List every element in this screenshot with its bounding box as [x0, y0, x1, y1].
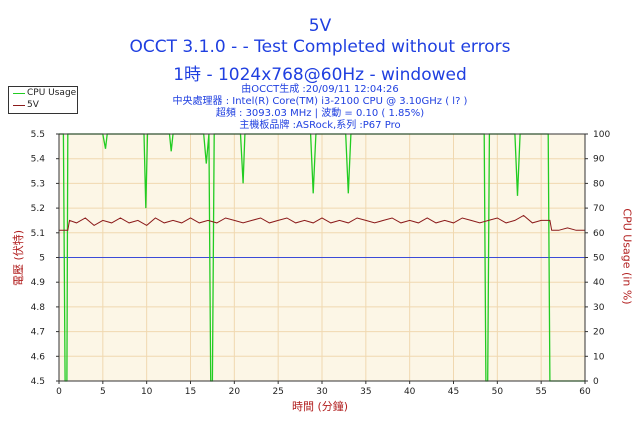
y-left-tick-label: 4.5 — [31, 377, 45, 387]
x-tick-label: 25 — [272, 387, 283, 397]
y-right-tick-label: 40 — [593, 278, 605, 288]
x-tick-label: 40 — [404, 387, 416, 397]
y-left-tick-label: 5.5 — [31, 130, 45, 140]
y-right-tick-label: 0 — [593, 377, 599, 387]
legend: CPU Usage 5V — [8, 86, 78, 114]
legend-swatch-cpu — [13, 93, 25, 94]
y-left-tick-label: 5.1 — [31, 229, 45, 239]
series-line-5v — [59, 214, 585, 231]
x-tick-label: 55 — [535, 387, 546, 397]
x-tick-label: 30 — [316, 387, 328, 397]
chart-subtitle-occt: OCCT 3.1.0 - - Test Completed without er… — [129, 37, 511, 57]
y-left-tick-label: 4.7 — [31, 328, 45, 338]
y-right-tick-label: 70 — [593, 204, 605, 214]
y-axis-left-label: 電壓 (伏特) — [12, 229, 25, 287]
chart-subtitle-mode: 1時 - 1024x768@60Hz - windowed — [173, 65, 467, 85]
legend-item-5v: 5V — [9, 99, 77, 111]
x-tick-label: 35 — [360, 387, 371, 397]
x-tick-label: 60 — [579, 387, 591, 397]
legend-label-5v: 5V — [27, 100, 39, 110]
y-left-tick-label: 5.3 — [31, 179, 45, 189]
x-tick-label: 50 — [492, 387, 504, 397]
y-right-tick-label: 20 — [593, 328, 605, 338]
x-tick-label: 20 — [229, 387, 241, 397]
y-right-tick-label: 50 — [593, 254, 605, 264]
x-tick-label: 15 — [185, 387, 196, 397]
legend-item-cpu: CPU Usage — [9, 87, 77, 99]
legend-swatch-5v — [13, 105, 25, 106]
y-right-tick-label: 90 — [593, 155, 605, 165]
y-right-tick-label: 10 — [593, 352, 605, 362]
x-tick-label: 0 — [56, 387, 62, 397]
info-generated: 由OCCT生成 :20/09/11 12:04:26 — [241, 84, 399, 95]
y-left-tick-label: 5 — [39, 254, 45, 264]
legend-label-cpu: CPU Usage — [27, 88, 77, 98]
info-motherboard: 主機板品牌 :ASRock,系列 :P67 Pro — [239, 120, 401, 131]
y-left-tick-label: 4.9 — [31, 278, 46, 288]
y-left-tick-label: 5.4 — [31, 155, 46, 165]
y-right-tick-label: 30 — [593, 303, 605, 313]
y-left-tick-label: 4.8 — [31, 303, 46, 313]
info-cpu: 中央處理器 : Intel(R) Core(TM) i3-2100 CPU @ … — [172, 96, 468, 107]
y-left-tick-label: 5.2 — [31, 204, 45, 214]
x-tick-label: 10 — [141, 387, 153, 397]
x-axis-label: 時間 (分鐘) — [291, 400, 349, 413]
chart-title: 5V — [308, 16, 332, 36]
y-left-tick-label: 4.6 — [31, 352, 46, 362]
y-right-tick-label: 100 — [593, 130, 610, 140]
x-tick-label: 5 — [100, 387, 106, 397]
y-right-tick-label: 60 — [593, 229, 605, 239]
y-right-tick-label: 80 — [593, 179, 605, 189]
x-tick-label: 45 — [448, 387, 459, 397]
y-axis-right-label: CPU Usage (in %) — [620, 208, 634, 305]
info-clock: 超頻 : 3093.03 MHz | 波動 = 0.10 ( 1.85%) — [215, 108, 425, 119]
